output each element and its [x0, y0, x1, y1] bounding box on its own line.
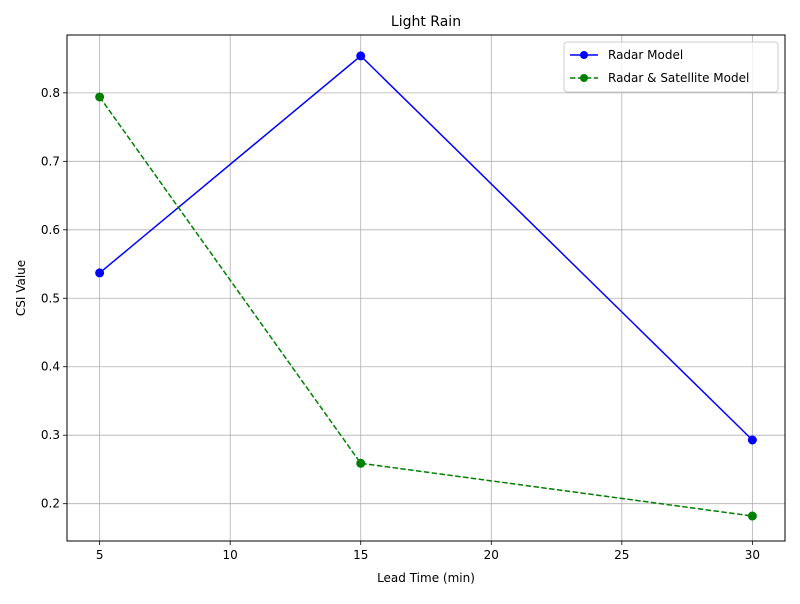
legend-item: Radar & Satellite Model: [570, 71, 749, 85]
legend-item: Radar Model: [570, 48, 683, 62]
y-tick-label: 0.4: [41, 360, 60, 374]
legend-marker: [580, 74, 588, 82]
legend: Radar Model Radar & Satellite Model: [563, 41, 779, 93]
x-tick-label: 25: [614, 548, 629, 562]
x-tick-label: 10: [223, 548, 238, 562]
x-tick-label: 15: [353, 548, 368, 562]
series-line: [99, 54, 753, 441]
data-point: [747, 511, 757, 521]
x-tick-label: 20: [484, 548, 499, 562]
x-axis-label: Lead Time (min): [377, 571, 475, 585]
y-tick-label: 0.7: [41, 154, 60, 168]
legend-label: Radar & Satellite Model: [608, 71, 749, 85]
data-point: [95, 268, 105, 278]
y-tick-label: 0.5: [41, 291, 60, 305]
grid: [67, 35, 785, 541]
axis-ticks: 5 10 15 20 25 30 0.2 0.3 0.4 0.5 0.6 0.7 0.8: [41, 86, 760, 562]
series-layer: [95, 51, 757, 521]
data-point: [747, 435, 757, 445]
data-point: [95, 92, 105, 102]
x-tick-label: 30: [745, 548, 760, 562]
data-point: [356, 458, 366, 468]
x-tick-label: 5: [96, 548, 104, 562]
y-tick-label: 0.2: [41, 497, 60, 511]
y-tick-label: 0.8: [41, 86, 60, 100]
plot-area-frame: [66, 34, 786, 542]
series-1: [95, 51, 757, 445]
chart-title: Light Rain: [391, 14, 461, 30]
legend-marker: [580, 51, 588, 59]
y-axis-label: CSI Value: [14, 260, 28, 316]
series-line: [99, 96, 753, 517]
data-point: [356, 51, 366, 61]
legend-label: Radar Model: [608, 48, 683, 62]
y-tick-label: 0.3: [41, 428, 60, 442]
series-2: [95, 92, 757, 521]
legend-box: [563, 41, 779, 93]
y-tick-label: 0.6: [41, 223, 60, 237]
